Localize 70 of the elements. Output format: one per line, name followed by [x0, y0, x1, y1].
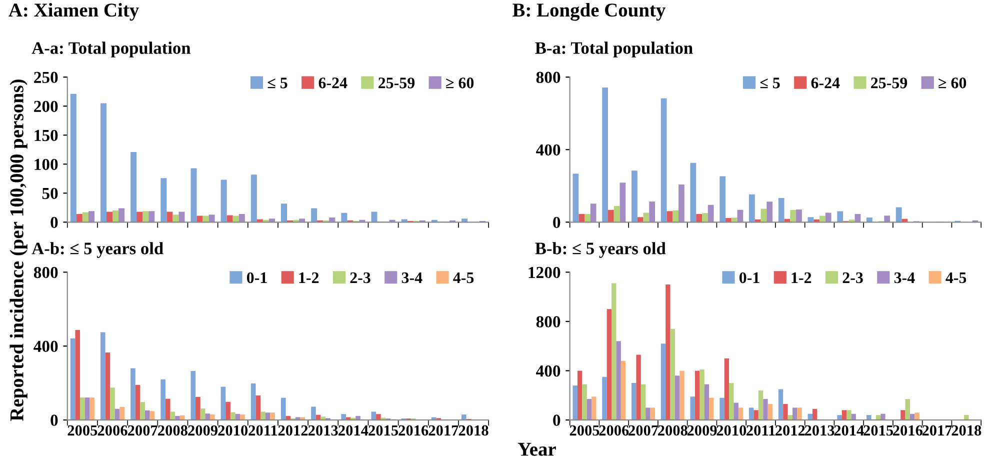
- legend-label: ≥ 60: [938, 78, 966, 88]
- x-tick-label: 2012: [776, 425, 805, 436]
- x-tick-label: 2016: [893, 425, 922, 436]
- x-tick-label: 2007: [128, 425, 158, 436]
- chart-title: A-b: ≤ 5 years old: [32, 242, 164, 258]
- legend-label: 1-2: [792, 272, 812, 283]
- x-tick-label: 2014: [834, 425, 864, 436]
- legend-label: 25-59: [378, 78, 415, 88]
- y-tick-label: 0: [50, 414, 58, 426]
- legend-label: 6-24: [318, 78, 348, 88]
- legend-label: 1-2: [299, 272, 319, 283]
- y-axis-title: Reported incidence (per 100,000 persons): [10, 80, 28, 421]
- x-tick-label: 2005: [68, 425, 98, 436]
- legend-label: 25-59: [871, 78, 908, 88]
- x-tick-label: 2010: [716, 425, 746, 436]
- x-tick-label: 2007: [628, 425, 658, 436]
- legend-label: 3-4: [894, 272, 915, 284]
- x-tick-label: 2018: [458, 425, 488, 436]
- legend-label: 2-3: [350, 272, 370, 284]
- y-tick-label: 800: [536, 72, 560, 84]
- y-tick-label: 150: [34, 130, 58, 142]
- y-tick-label: 200: [34, 100, 58, 112]
- legend-label: 4-5: [453, 272, 474, 284]
- chart-title: B-b: ≤ 5 years old: [535, 242, 666, 258]
- x-tick-label: 2016: [398, 425, 428, 436]
- x-tick-label: 2013: [804, 425, 834, 436]
- x-tick-label: 2014: [338, 425, 368, 436]
- y-tick-label: 0: [553, 414, 560, 426]
- legend-label: 2-3: [842, 272, 863, 284]
- y-tick-label: 250: [34, 72, 58, 84]
- chart-title: B: Longde County: [512, 2, 666, 21]
- legend-label: 6-24: [811, 78, 840, 88]
- y-tick-label: 50: [42, 188, 58, 200]
- chart-subtitle: B-a: Total population: [535, 42, 693, 58]
- y-tick-label: 800: [536, 316, 560, 328]
- y-tick-label: 400: [34, 340, 58, 352]
- x-tick-label: 2017: [428, 425, 458, 436]
- x-tick-label: 2012: [278, 425, 308, 436]
- x-tick-label: 2006: [599, 425, 629, 436]
- y-tick-label: 0: [553, 216, 560, 228]
- x-tick-label: 2015: [864, 425, 893, 436]
- x-tick-label: 2017: [922, 425, 952, 436]
- y-tick-label: 0: [50, 216, 58, 228]
- legend-label: 4-5: [946, 272, 966, 284]
- x-tick-label: 2005: [570, 425, 600, 436]
- x-tick-label: 2013: [308, 425, 338, 436]
- x-tick-label: 2009: [687, 425, 717, 436]
- chart-title: A: Xiamen City: [8, 3, 139, 21]
- y-tick-label: 100: [34, 158, 58, 170]
- legend-label: ≥ 60: [446, 78, 474, 88]
- y-tick-label: 400: [536, 365, 560, 377]
- y-tick-label: 1200: [528, 266, 560, 278]
- x-tick-label: 2006: [98, 425, 128, 436]
- legend-label: ≤ 5: [268, 78, 288, 88]
- legend-label: 3-4: [402, 272, 422, 284]
- x-tick-label: 2009: [188, 425, 218, 436]
- y-tick-label: 800: [34, 266, 58, 278]
- legend-label: 0-1: [739, 272, 760, 284]
- chart-subtitle: A-a: Total population: [32, 42, 191, 58]
- y-tick-label: 400: [536, 144, 560, 156]
- x-tick-label: 2011: [746, 425, 775, 436]
- legend-label: 0-1: [246, 272, 267, 284]
- legend-label: ≤ 5: [760, 78, 780, 88]
- x-tick-label: 2011: [248, 425, 277, 436]
- x-tick-label: 2008: [658, 425, 688, 436]
- x-axis-title: Year: [518, 442, 556, 456]
- x-tick-label: 2008: [158, 425, 188, 436]
- x-tick-label: 2010: [218, 425, 248, 436]
- x-tick-label: 2018: [952, 425, 982, 436]
- x-tick-label: 2015: [368, 425, 398, 436]
